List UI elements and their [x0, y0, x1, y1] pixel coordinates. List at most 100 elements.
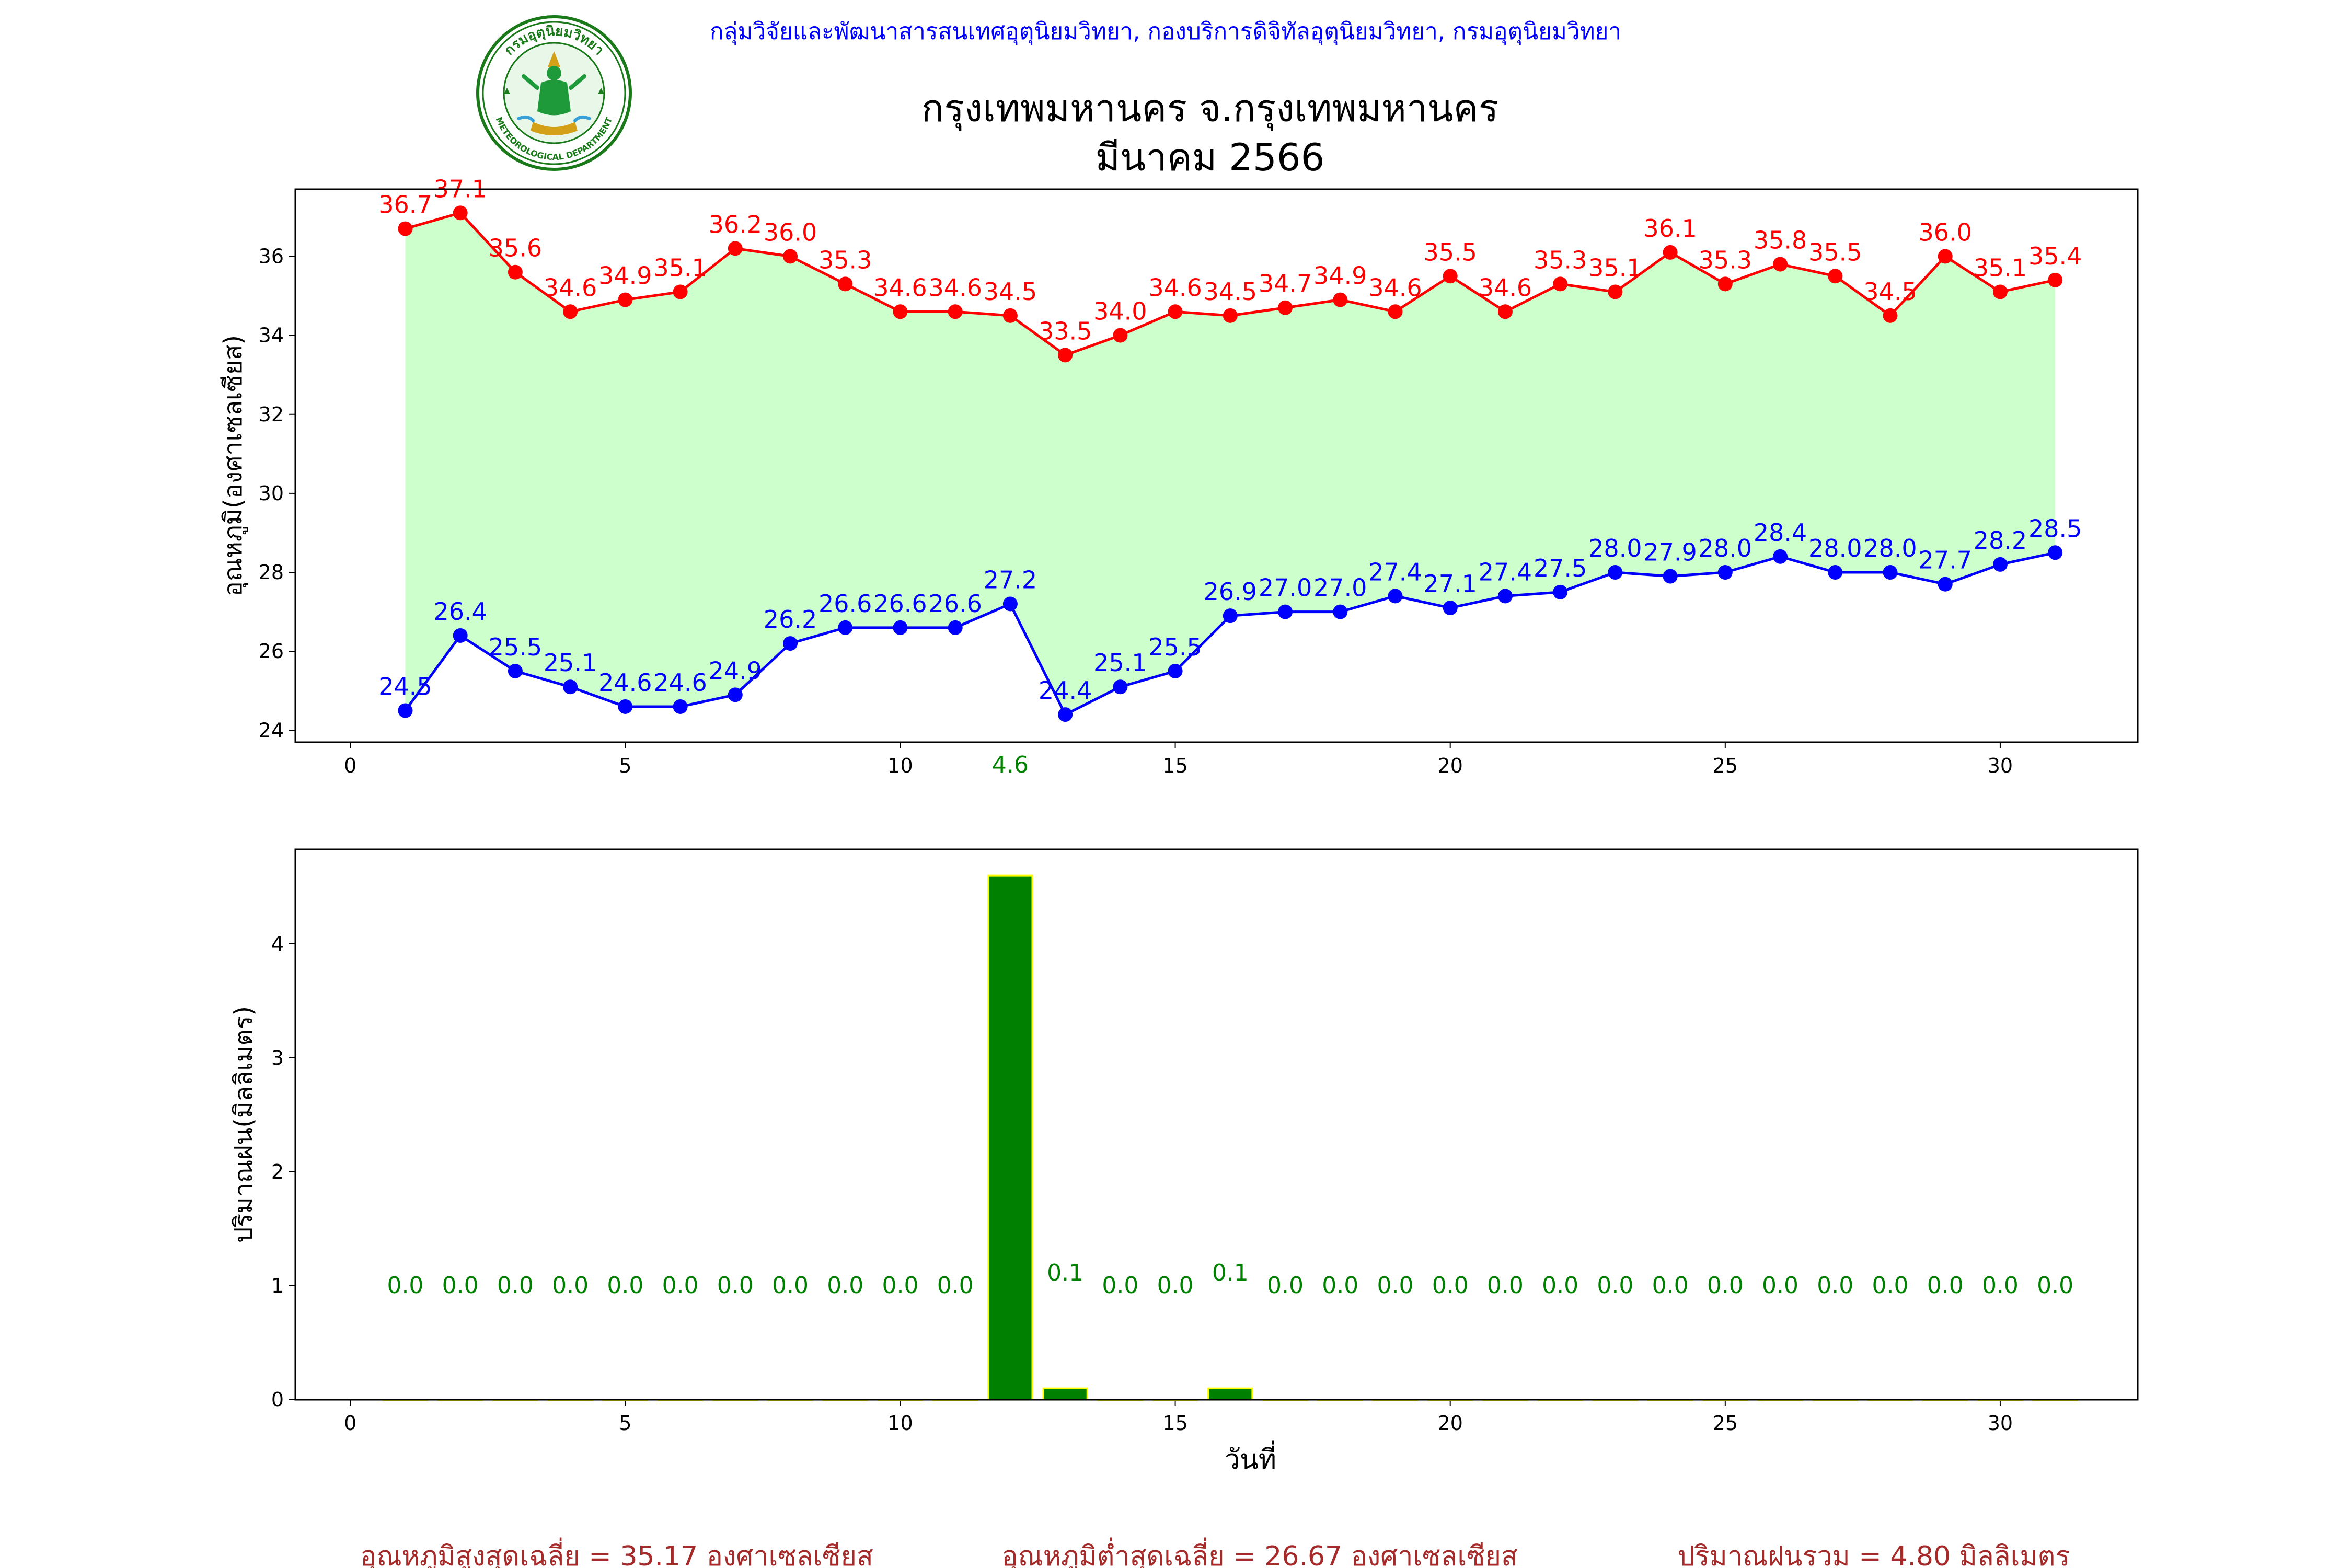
min-temperature-point — [508, 663, 523, 678]
y-tick-label: 0 — [271, 1388, 284, 1411]
max-temperature-point — [508, 264, 523, 280]
max-temperature-value-label: 35.4 — [2028, 242, 2082, 270]
min-temperature-point — [1608, 565, 1623, 580]
x-tick-label: 15 — [1162, 1412, 1187, 1435]
min-temperature-point — [398, 703, 413, 718]
max-temperature-value-label: 35.1 — [1588, 253, 1642, 282]
y-tick-label: 30 — [259, 482, 284, 505]
max-temperature-point — [2048, 272, 2063, 287]
x-tick-label: 10 — [887, 754, 913, 777]
min-temperature-point — [673, 699, 688, 714]
min-temperature-point — [783, 636, 798, 651]
min-temperature-value-label: 27.9 — [1643, 538, 1697, 567]
max-temperature-value-label: 35.1 — [653, 253, 707, 282]
min-temperature-value-label: 28.2 — [1974, 526, 2027, 555]
min-temperature-value-label: 25.1 — [1093, 649, 1147, 677]
min-temperature-value-label: 26.2 — [764, 605, 817, 633]
rainfall-value-label: 0.0 — [717, 1272, 754, 1299]
rainfall-value-label: 0.0 — [1927, 1272, 1964, 1299]
max-temperature-point — [838, 276, 853, 292]
min-temperature-value-label: 27.0 — [1259, 574, 1312, 602]
max-temperature-value-label: 34.6 — [544, 273, 597, 302]
min-temperature-point — [1883, 565, 1898, 580]
min-temperature-value-label: 27.0 — [1313, 574, 1367, 602]
rainfall-value-label: 0.0 — [1982, 1272, 2019, 1299]
rainfall-value-label: 0.0 — [1377, 1272, 1413, 1299]
max-temperature-value-label: 34.9 — [598, 262, 652, 290]
max-temperature-point — [1002, 308, 1018, 323]
total-rainfall: ปริมาณฝนรวม = 4.80 มิลลิเมตร — [1678, 1541, 2070, 1568]
rainfall-bar — [987, 874, 1033, 1401]
min-temperature-point — [728, 687, 743, 702]
rainfall-value-label: 0.1 — [1212, 1260, 1249, 1286]
min-temperature-point — [1663, 569, 1678, 584]
rainfall-value-label: 0.0 — [1487, 1272, 1524, 1299]
max-temperature-value-label: 36.2 — [709, 210, 762, 238]
y-tick-label: 1 — [271, 1274, 284, 1297]
rainfall-axis-label: ปริมาณฝน(มิลลิเมตร) — [229, 1006, 258, 1243]
average-min-temperature: อุณหภูมิต่ำสุดเฉลี่ย = 26.67 องศาเซลเซีย… — [1001, 1537, 1517, 1568]
max-temperature-value-label: 35.5 — [1423, 238, 1477, 266]
max-temperature-value-label: 34.6 — [1479, 273, 1532, 302]
min-temperature-value-label: 28.0 — [1588, 534, 1642, 562]
rainfall-value-label: 0.0 — [882, 1272, 918, 1299]
x-tick-label: 20 — [1438, 754, 1463, 777]
max-temperature-point — [1717, 276, 1733, 292]
rainfall-value-label: 0.0 — [2037, 1272, 2073, 1299]
x-tick-label: 0 — [344, 1412, 356, 1435]
min-temperature-point — [618, 699, 633, 714]
min-temperature-value-label: 24.4 — [1039, 676, 1092, 705]
min-temperature-value-label: 28.0 — [1863, 534, 1917, 562]
max-temperature-point — [1223, 308, 1238, 323]
min-temperature-value-label: 28.0 — [1808, 534, 1862, 562]
min-temperature-point — [1168, 663, 1183, 678]
rainfall-value-label: 0.0 — [1652, 1272, 1689, 1299]
min-temperature-point — [563, 679, 578, 695]
rainfall-value-label: 0.0 — [1267, 1272, 1304, 1299]
rainfall-plot-frame — [294, 848, 2139, 1401]
meteorological-department-logo: กรมอุตุนิยมวิทยา METEOROLOGICAL DEPARTME… — [476, 15, 632, 171]
rainfall-value-label: 0.0 — [1707, 1272, 1744, 1299]
y-tick-label: 36 — [259, 245, 284, 268]
max-temperature-value-label: 34.5 — [984, 278, 1037, 306]
y-tick-label: 24 — [259, 719, 284, 742]
max-temperature-point — [1992, 284, 2008, 299]
organization-line: กลุ่มวิจัยและพัฒนาสารสนเทศอุตุนิยมวิทยา,… — [710, 18, 1621, 45]
y-tick-label: 28 — [259, 561, 284, 584]
min-temperature-value-label: 28.4 — [1754, 518, 1807, 547]
rainfall-value-label: 0.0 — [607, 1272, 643, 1299]
max-temperature-point — [728, 241, 743, 256]
max-temperature-point — [1773, 257, 1788, 272]
max-temperature-value-label: 35.3 — [1699, 246, 1752, 274]
min-temperature-point — [1113, 679, 1128, 695]
max-temperature-point — [1388, 304, 1403, 319]
max-temperature-point — [948, 304, 963, 319]
min-temperature-point — [1333, 604, 1348, 619]
rainfall-value-label: 0.0 — [1817, 1272, 1853, 1299]
rainfall-value-label: 0.0 — [497, 1272, 534, 1299]
min-temperature-value-label: 24.6 — [598, 668, 652, 697]
chart-subtitle: มีนาคม 2566 — [1096, 135, 1325, 179]
min-temperature-value-label: 28.0 — [1699, 534, 1752, 562]
max-temperature-value-label: 35.6 — [489, 234, 542, 262]
max-temperature-value-label: 34.7 — [1259, 270, 1312, 298]
rainfall-value-label: 0.0 — [1542, 1272, 1578, 1299]
rainfall-value-label: 0.0 — [1872, 1272, 1909, 1299]
max-temperature-value-label: 34.6 — [1148, 273, 1202, 302]
x-tick-label: 5 — [619, 1412, 631, 1435]
x-tick-label: 20 — [1438, 1412, 1463, 1435]
max-temperature-value-label: 36.7 — [378, 191, 432, 219]
min-temperature-point — [948, 620, 963, 635]
temperature-axis-label: อุณหภูมิ(องศาเซลเซียส) — [218, 335, 248, 596]
min-temperature-point — [893, 620, 908, 635]
max-temperature-value-label: 35.8 — [1754, 226, 1807, 255]
min-temperature-point — [1278, 604, 1293, 619]
min-temperature-value-label: 27.1 — [1423, 570, 1477, 598]
max-temperature-point — [1443, 269, 1458, 284]
max-temperature-value-label: 36.1 — [1643, 214, 1697, 243]
max-temperature-value-label: 34.6 — [1368, 273, 1422, 302]
max-temperature-point — [1883, 308, 1898, 323]
y-tick-label: 34 — [259, 324, 284, 347]
